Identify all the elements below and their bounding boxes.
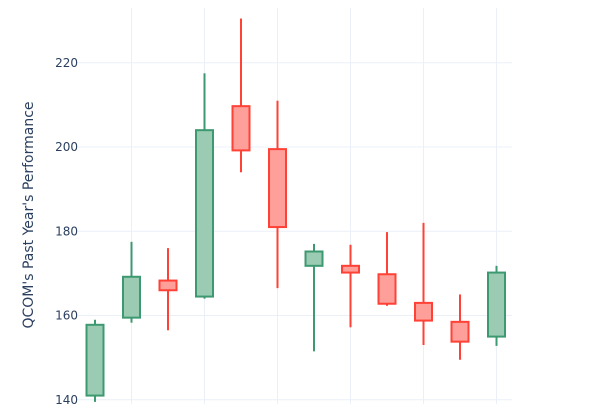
candle [158, 248, 178, 331]
candle-body [414, 301, 433, 322]
candle-body [304, 250, 324, 267]
candle-body [341, 264, 360, 274]
y-tick-label: 180 [55, 224, 78, 238]
candle [341, 244, 360, 328]
candle-body [122, 275, 141, 319]
candle-body [158, 279, 178, 292]
candle-body [85, 323, 105, 397]
y-tick-label: 200 [55, 140, 78, 154]
candle [377, 232, 397, 306]
candle [304, 243, 324, 352]
candle [487, 265, 506, 346]
grid-layer [78, 8, 512, 404]
candle-body [195, 129, 214, 298]
candle [414, 222, 433, 346]
y-tick-label: 140 [55, 393, 78, 407]
candle [268, 100, 287, 289]
y-tick-label: 160 [55, 309, 78, 323]
candle-body [268, 148, 287, 229]
candle [85, 319, 105, 402]
candle [122, 241, 141, 323]
candle [231, 18, 251, 173]
candles-layer [85, 18, 506, 402]
candle-body [487, 271, 506, 338]
y-tick-label: 220 [55, 56, 78, 70]
candle-body [450, 320, 470, 343]
candle-body [377, 273, 397, 305]
candle [450, 294, 470, 360]
candle [195, 73, 214, 299]
y-axis-ticks: 140 160 180 200 220 [55, 56, 78, 407]
y-axis-title: QCOM's Past Year's Performance [21, 101, 37, 328]
candle-body [231, 105, 251, 152]
